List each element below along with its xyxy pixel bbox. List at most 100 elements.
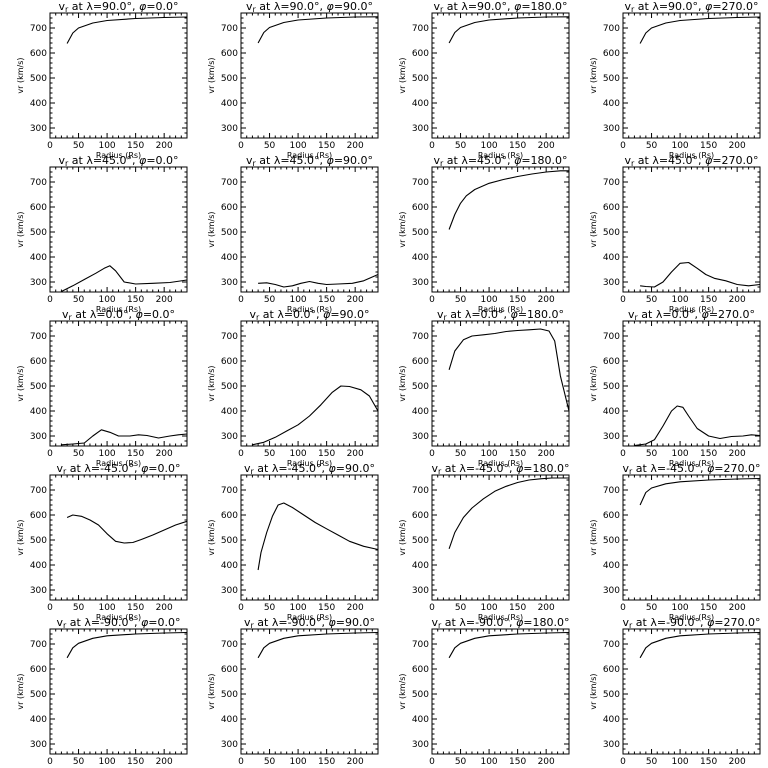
y-tick-label: 600 xyxy=(30,49,47,59)
y-axis-label: vr (km/s) xyxy=(589,57,598,93)
y-tick-label: 300 xyxy=(603,124,620,134)
y-tick-label: 500 xyxy=(221,690,238,700)
x-tick-label: 100 xyxy=(480,449,497,459)
y-tick-label: 300 xyxy=(603,586,620,596)
x-tick-label: 100 xyxy=(671,449,688,459)
y-tick-label: 400 xyxy=(603,99,620,109)
y-tick-label: 300 xyxy=(412,740,429,750)
y-tick-label: 500 xyxy=(30,228,47,238)
x-tick-label: 0 xyxy=(238,757,244,767)
y-axis-label: vr (km/s) xyxy=(16,673,25,709)
y-tick-label: 300 xyxy=(221,432,238,442)
plot-frame xyxy=(240,12,379,139)
panel-title-phi: 0.0 xyxy=(152,308,170,321)
x-tick-label: 150 xyxy=(318,141,335,151)
panel-title-lambda: 0.0 xyxy=(481,308,499,321)
x-tick-label: 150 xyxy=(700,603,717,613)
panel-title-phi: 270.0 xyxy=(718,308,750,321)
x-tick-label: 0 xyxy=(429,295,435,305)
x-tick-label: 150 xyxy=(318,603,335,613)
x-tick-label: 150 xyxy=(700,295,717,305)
series-line xyxy=(639,16,761,44)
panel-title-lambda: -90.0 xyxy=(475,616,503,629)
panel-title-phi: 0.0 xyxy=(158,462,176,475)
panel-title: vr at λ=-45.0°, φ=270.0° xyxy=(622,462,760,476)
y-axis-label: vr (km/s) xyxy=(589,365,598,401)
x-tick-label: 50 xyxy=(646,295,658,305)
x-tick-label: 100 xyxy=(480,603,497,613)
x-tick-label: 0 xyxy=(429,757,435,767)
y-tick-label: 600 xyxy=(30,511,47,521)
y-axis-label: vr (km/s) xyxy=(207,519,216,555)
panel-title-lambda: 90.0 xyxy=(102,0,127,13)
panel-title-phi: 180.0 xyxy=(533,462,565,475)
x-tick-label: 50 xyxy=(73,603,85,613)
panel-title: vr at λ=-90.0°, φ=270.0° xyxy=(622,616,760,630)
plot-frame xyxy=(49,12,188,139)
y-axis-label: vr (km/s) xyxy=(589,673,598,709)
y-tick-label: 400 xyxy=(603,407,620,417)
series-line xyxy=(61,429,188,446)
panel-title-phi: 270.0 xyxy=(724,462,756,475)
y-axis-label: vr (km/s) xyxy=(207,57,216,93)
series-line xyxy=(448,631,570,659)
x-tick-label: 0 xyxy=(238,295,244,305)
y-tick-label: 600 xyxy=(221,665,238,675)
y-tick-label: 700 xyxy=(30,640,47,650)
x-tick-label: 200 xyxy=(538,295,555,305)
x-tick-label: 50 xyxy=(455,295,467,305)
panel-title-phi: 270.0 xyxy=(722,154,754,167)
x-tick-label: 50 xyxy=(73,449,85,459)
x-tick-label: 0 xyxy=(238,449,244,459)
plot-frame xyxy=(240,628,379,755)
y-tick-label: 400 xyxy=(221,561,238,571)
x-tick-label: 150 xyxy=(318,295,335,305)
x-tick-label: 50 xyxy=(455,141,467,151)
y-axis-label: vr (km/s) xyxy=(207,673,216,709)
y-tick-label: 300 xyxy=(221,586,238,596)
x-tick-label: 150 xyxy=(509,757,526,767)
x-tick-label: 200 xyxy=(347,603,364,613)
x-axis-label: Radius (Rs) xyxy=(478,459,523,468)
y-axis-label: vr (km/s) xyxy=(16,365,25,401)
plot-frame xyxy=(431,628,570,755)
x-tick-label: 200 xyxy=(538,603,555,613)
x-axis-label: Radius (Rs) xyxy=(287,459,332,468)
y-axis-label: vr (km/s) xyxy=(207,365,216,401)
x-tick-label: 150 xyxy=(127,295,144,305)
x-axis-label: Radius (Rs) xyxy=(96,151,141,160)
y-tick-label: 700 xyxy=(221,24,238,34)
y-tick-label: 300 xyxy=(30,278,47,288)
y-tick-label: 300 xyxy=(30,124,47,134)
y-tick-label: 300 xyxy=(30,740,47,750)
y-tick-label: 700 xyxy=(412,640,429,650)
y-tick-label: 600 xyxy=(603,511,620,521)
y-tick-label: 700 xyxy=(30,178,47,188)
panel-title-lambda: 45.0 xyxy=(102,154,127,167)
y-tick-label: 500 xyxy=(412,690,429,700)
panel-title-phi: 270.0 xyxy=(724,616,756,629)
y-tick-label: 500 xyxy=(221,228,238,238)
panel-title-lambda: 0.0 xyxy=(106,308,124,321)
y-tick-label: 600 xyxy=(221,357,238,367)
series-line xyxy=(257,502,379,571)
panel-title: vr at λ=90.0°, φ=180.0° xyxy=(433,0,567,14)
y-axis-label: vr (km/s) xyxy=(589,211,598,247)
series-line xyxy=(257,16,379,44)
x-tick-label: 200 xyxy=(156,449,173,459)
x-axis-label: Radius (Rs) xyxy=(669,459,714,468)
x-tick-label: 0 xyxy=(620,603,626,613)
y-tick-label: 500 xyxy=(412,382,429,392)
x-tick-label: 200 xyxy=(729,603,746,613)
panel-4: 0 50 100 150 200 300 400 500 600 700 Radius (Rs) vr… xyxy=(589,0,761,160)
y-tick-label: 500 xyxy=(412,74,429,84)
y-tick-label: 700 xyxy=(603,486,620,496)
x-axis-label: Radius (Rs) xyxy=(287,305,332,314)
x-tick-label: 100 xyxy=(480,141,497,151)
plot-frame xyxy=(240,474,379,601)
panel-title-phi: 270.0 xyxy=(722,0,754,13)
